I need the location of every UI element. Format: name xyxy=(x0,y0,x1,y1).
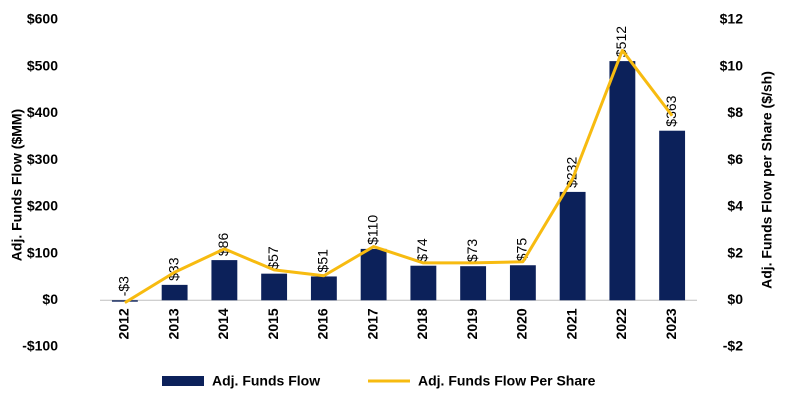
bar xyxy=(410,265,437,301)
x-tick-label: 2012 xyxy=(116,308,132,339)
x-tick-label: 2021 xyxy=(563,308,579,339)
y-axis-title: Adj. Funds Flow ($MM) xyxy=(9,109,25,261)
x-tick-label: 2022 xyxy=(613,308,629,339)
y2-axis-title: Adj. Funds Flow per Share ($/sh) xyxy=(759,71,775,289)
data-label: $51 xyxy=(315,249,331,273)
data-label: $74 xyxy=(414,238,430,262)
y-tick-label: $300 xyxy=(27,151,58,167)
x-tick-label: 2018 xyxy=(414,308,430,339)
bar xyxy=(261,273,288,301)
bar xyxy=(161,284,188,301)
y-tick-label: $0 xyxy=(42,291,58,307)
bar xyxy=(460,266,487,301)
data-label: $75 xyxy=(514,238,530,262)
bar xyxy=(310,276,337,301)
y-tick-label: $500 xyxy=(27,57,58,73)
y2-tick-label: $8 xyxy=(727,104,743,120)
x-tick-label: 2017 xyxy=(364,308,380,339)
y-tick-label: $200 xyxy=(27,198,58,214)
bar xyxy=(509,265,536,301)
bar xyxy=(659,130,686,301)
data-label: $512 xyxy=(613,26,629,57)
legend-swatch xyxy=(162,376,204,386)
y2-tick-label: $2 xyxy=(727,244,743,260)
bar xyxy=(559,191,586,301)
data-label: $232 xyxy=(563,157,579,188)
data-label: $110 xyxy=(364,215,380,245)
data-label: $363 xyxy=(663,95,679,126)
x-tick-label: 2013 xyxy=(165,308,181,339)
y2-tick-label: $4 xyxy=(727,198,743,214)
bar xyxy=(211,260,238,301)
y-tick-label: -$100 xyxy=(22,338,58,354)
data-label: $73 xyxy=(464,239,480,263)
data-label: $57 xyxy=(265,246,281,270)
y2-tick-label: $12 xyxy=(720,11,744,27)
y2-tick-label: $0 xyxy=(727,291,743,307)
legend-label: Adj. Funds Flow xyxy=(212,373,320,389)
bar xyxy=(609,61,636,301)
y2-tick-label: $10 xyxy=(720,57,744,73)
bar xyxy=(360,248,387,301)
x-tick-label: 2019 xyxy=(464,308,480,339)
x-tick-label: 2014 xyxy=(215,308,231,339)
data-label: -$3 xyxy=(116,276,132,296)
x-tick-label: 2020 xyxy=(514,308,530,339)
y2-tick-label: -$2 xyxy=(723,338,743,354)
x-tick-label: 2015 xyxy=(265,308,281,339)
y-tick-label: $100 xyxy=(27,244,58,260)
x-tick-label: 2023 xyxy=(663,308,679,339)
y-tick-label: $400 xyxy=(27,104,58,120)
y-tick-label: $600 xyxy=(27,11,58,27)
x-tick-label: 2016 xyxy=(315,308,331,339)
y2-tick-label: $6 xyxy=(727,151,743,167)
line xyxy=(124,48,674,304)
legend-label: Adj. Funds Flow Per Share xyxy=(418,373,596,389)
